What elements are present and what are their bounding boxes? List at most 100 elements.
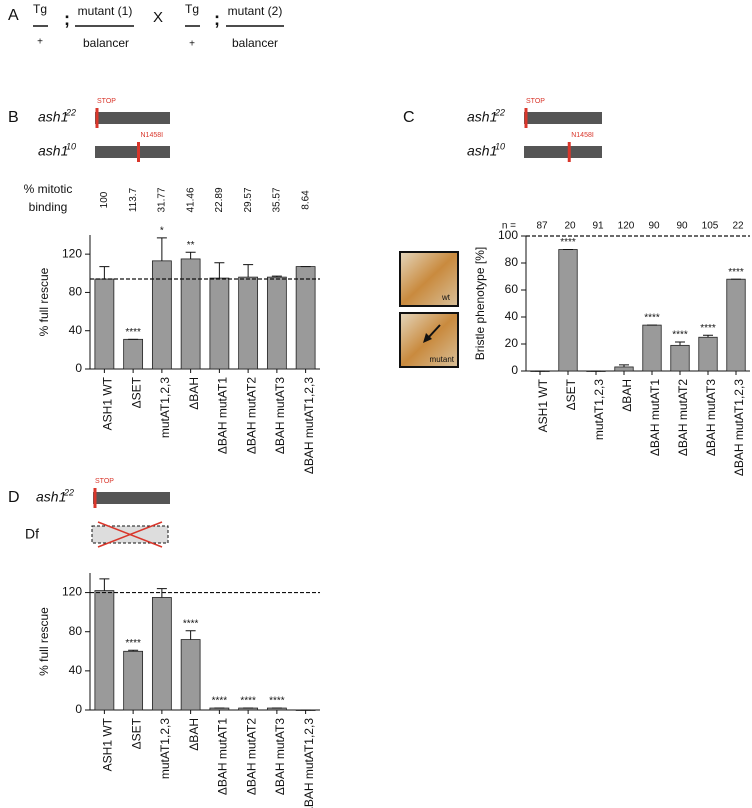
mutation-marker — [93, 488, 97, 508]
x-tick-label: ΔSET — [129, 717, 143, 749]
error-bar — [619, 364, 629, 367]
significance: **** — [728, 267, 744, 278]
bristle-image — [399, 251, 459, 307]
gene-name: ash1 — [467, 109, 497, 125]
deficiency-label: Df — [25, 526, 39, 542]
x-tick-label: ΔBAH mutAT3 — [273, 377, 287, 454]
header-label: binding — [29, 200, 68, 214]
header-value: 91 — [592, 221, 604, 232]
transgene: Tg — [185, 2, 199, 16]
mutation-marker — [524, 108, 528, 128]
mutation-marker — [95, 108, 99, 128]
y-tick-label: 80 — [505, 255, 519, 269]
bar — [266, 276, 287, 370]
header-value: 90 — [676, 221, 688, 232]
y-tick-label: 40 — [505, 309, 519, 323]
significance: **** — [644, 313, 660, 324]
error-bar — [185, 630, 196, 640]
header-value: 35.57 — [272, 187, 283, 212]
y-axis-label: % full rescue — [37, 267, 51, 336]
bar — [698, 336, 718, 372]
separator: ; — [64, 9, 70, 29]
x-tick-label: ΔBAH — [187, 377, 201, 410]
header-value: 41.46 — [185, 187, 196, 212]
mutant: mutant (2) — [228, 4, 283, 18]
panel-label: B — [8, 109, 19, 126]
x-tick-label: mutAT1,2,3 — [592, 379, 606, 440]
wildtype: + — [189, 39, 195, 50]
mutation-label: STOP — [95, 478, 114, 485]
significance: ** — [187, 240, 195, 251]
header-value: 120 — [618, 221, 635, 232]
gene-name: ash1 — [38, 143, 68, 159]
y-tick-label: 60 — [505, 282, 519, 296]
header-value: 87 — [536, 221, 548, 232]
bar — [642, 324, 662, 372]
significance: **** — [212, 696, 228, 707]
y-tick-label: 80 — [69, 285, 83, 299]
x-tick-label: ΔBAH mutAT1,2,3 — [732, 379, 746, 476]
significance: **** — [269, 696, 285, 707]
error-bar — [99, 578, 110, 591]
bar — [123, 338, 144, 370]
significance: **** — [700, 323, 716, 334]
x-tick-label: ΔBAH mutAT1 — [648, 379, 662, 456]
y-tick-label: 40 — [69, 663, 83, 677]
gene-body — [524, 112, 602, 124]
gene-body — [524, 146, 602, 158]
bar — [94, 278, 115, 370]
x-tick-label: ASH1 WT — [101, 376, 115, 430]
bar — [151, 597, 172, 711]
error-bar — [99, 266, 110, 280]
significance: **** — [183, 618, 199, 629]
bar — [209, 277, 230, 370]
header-value: 22 — [732, 221, 744, 232]
significance: * — [160, 226, 164, 237]
panel-label: D — [8, 489, 20, 506]
error-bar — [271, 275, 282, 278]
bar — [180, 639, 201, 711]
bar — [614, 366, 634, 372]
gene-name: ash1 — [38, 109, 68, 125]
bar — [151, 260, 172, 370]
mutation-label: N1458I — [141, 132, 164, 139]
wildtype: + — [37, 37, 43, 48]
y-tick-label: 0 — [75, 361, 82, 375]
x-tick-label: mutAT1,2,3 — [158, 718, 172, 779]
balancer: balancer — [83, 36, 129, 50]
bar — [726, 278, 746, 372]
y-tick-label: 100 — [498, 228, 518, 242]
x-tick-label: ΔBAH mutAT2 — [676, 379, 690, 456]
gene-allele: 10 — [495, 141, 505, 151]
error-bar — [156, 237, 167, 261]
y-tick-label: 80 — [69, 624, 83, 638]
x-tick-label: ΔBAH mutAT1 — [216, 377, 230, 454]
header-value: 22.89 — [214, 187, 225, 212]
header-value: 90 — [648, 221, 660, 232]
bar — [123, 650, 144, 711]
header-value: 100 — [99, 191, 110, 208]
x-tick-label: ΔBAH mutAT1,2,3 — [302, 718, 316, 808]
y-axis-label: Bristle phenotype [%] — [473, 247, 487, 360]
header-value: 113.7 — [128, 187, 139, 212]
error-bar — [675, 341, 685, 346]
x-tick-label: ΔSET — [564, 378, 578, 410]
gene-body — [95, 146, 170, 158]
x-tick-label: ΔBAH mutAT2 — [244, 718, 258, 795]
arrow-head — [423, 333, 432, 343]
deficiency-box — [91, 521, 169, 548]
bar — [295, 266, 316, 370]
gene-body — [95, 112, 170, 124]
gene-allele: 10 — [66, 141, 76, 151]
arrow — [427, 324, 441, 339]
error-bar — [214, 262, 225, 279]
error-bar — [128, 649, 139, 652]
cross-out — [97, 521, 163, 548]
panel-label: A — [8, 7, 19, 24]
bar — [238, 276, 259, 370]
mutation-label: N1458I — [571, 132, 594, 139]
x-tick-label: ΔBAH mutAT3 — [704, 379, 718, 456]
header-value: 31.77 — [157, 187, 168, 212]
error-bar — [185, 251, 196, 259]
